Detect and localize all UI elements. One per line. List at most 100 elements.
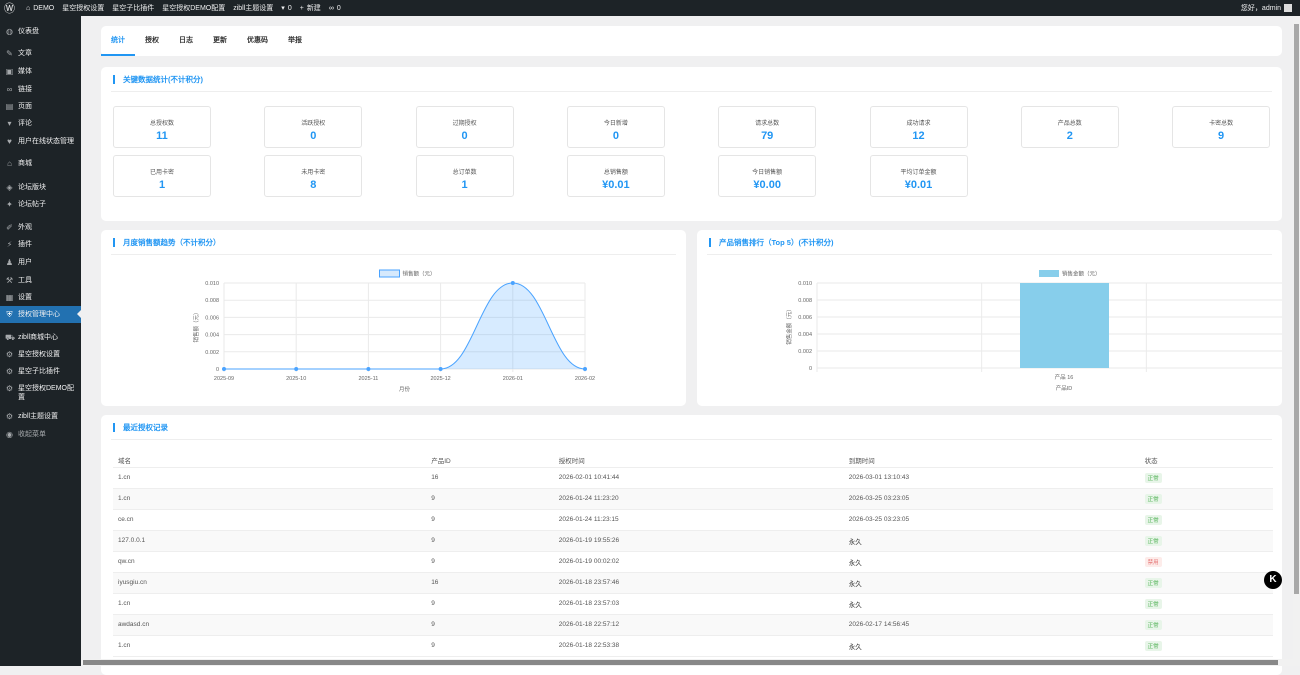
sidebar-item[interactable]: ⚡ 插件 (0, 240, 81, 249)
sidebar-item[interactable]: ⚒ 工具 (0, 276, 81, 285)
float-k-button[interactable]: K (1264, 571, 1282, 589)
adminbar-item[interactable]: 星空子比插件 (108, 3, 158, 13)
sidebar-item-label: 商城 (18, 160, 32, 167)
stat-box: 今日销售额 ¥0.00 (718, 155, 817, 197)
tab[interactable]: 日志 (179, 37, 193, 44)
y-tick-label: 0.002 (205, 350, 219, 356)
sidebar-item[interactable]: ⛟ zibll商城中心 (0, 333, 81, 342)
data-point[interactable] (294, 367, 299, 371)
stat-box: 活跃授权 0 (264, 106, 363, 148)
adminbar-label: 0 (287, 4, 292, 12)
adminbar-label: zibll主题设置 (233, 5, 274, 12)
sidebar-item[interactable]: ✦ 论坛帖子 (0, 200, 81, 209)
sidebar: ◍ 仪表盘 ✎ 文章 ▣ 媒体 ∞ 链接 ▤ 页面 ▾ 评论 ♥ 用户在线状态管理 ⌂ 商城 ◈ 论坛版块 ✦ 论坛帖… (0, 16, 81, 666)
collapse-icon: ◉ (6, 430, 13, 439)
stat-box: 已用卡密 1 (113, 155, 211, 197)
link-icon: ∞ (328, 4, 334, 12)
sidebar-item-label: 星空授权设置 (18, 351, 60, 358)
stat-value: ¥0.01 (904, 179, 933, 191)
status-badge: 正常 (1144, 640, 1162, 651)
sidebar-item[interactable]: ✎ 文章 (0, 49, 81, 58)
horizontal-scrollbar[interactable] (81, 659, 1293, 666)
legend-swatch[interactable] (1039, 270, 1059, 277)
sidebar-item[interactable]: ⚙ 星空子比插件 (0, 367, 81, 376)
sidebar-item[interactable]: ▾ 评论 (0, 119, 81, 128)
forum-icon: ◈ (6, 183, 13, 192)
gear-icon: ⚙ (5, 412, 14, 421)
status-badge: 正常 (1144, 514, 1162, 525)
data-point[interactable] (510, 281, 515, 285)
pin-icon: ✎ (6, 49, 13, 58)
stat-value: 8 (310, 179, 317, 191)
legend-swatch[interactable] (379, 269, 400, 278)
adminbar-item[interactable]: ⌂ DEMO (22, 5, 58, 12)
plugin-icon: ⚡ (6, 240, 13, 249)
sidebar-item[interactable]: ▤ 页面 (0, 102, 81, 111)
appearance-icon: ✐ (6, 223, 13, 232)
stat-label: 今日新增 (603, 121, 628, 127)
tab[interactable]: 统计 (101, 26, 135, 56)
table-cell: 2026-02-17 14:56:45 (843, 614, 1140, 636)
sidebar-item[interactable]: ▦ 设置 (0, 293, 81, 302)
table-cell: 9 (426, 488, 554, 510)
y-tick-label: 0.010 (205, 281, 219, 287)
post-icon: ✦ (6, 200, 13, 209)
stat-value: 1 (461, 179, 468, 191)
sidebar-item[interactable]: ⌂ 商城 (0, 159, 81, 168)
adminbar-label: 0 (336, 4, 341, 12)
adminbar-item[interactable]: + 新建 (296, 3, 325, 13)
stat-label: 请求总数 (755, 121, 780, 127)
sidebar-item-label: 设置 (18, 294, 32, 301)
tab[interactable]: 授权 (145, 37, 159, 44)
sidebar-item[interactable]: ∞ 链接 (0, 85, 81, 94)
status-badge: 正常 (1144, 619, 1162, 630)
sidebar-item[interactable]: ⚙ 星空授权设置 (0, 350, 81, 359)
sidebar-item[interactable]: ◍ 仪表盘 (0, 27, 81, 36)
tab[interactable]: 优惠码 (247, 37, 268, 44)
table-cell: 禁用 (1139, 551, 1273, 573)
bar[interactable] (1020, 283, 1109, 368)
table-cell: 1.cn (113, 635, 427, 657)
adminbar-item[interactable]: ▾ 0 (277, 4, 295, 13)
tab[interactable]: 更新 (213, 37, 227, 44)
sidebar-item[interactable]: ⚙ 星空授权DEMO配置 (0, 384, 81, 402)
data-point[interactable] (438, 367, 443, 371)
stat-value: 0 (310, 130, 317, 142)
adminbar-item[interactable]: Ⓦ (0, 0, 22, 16)
adminbar-item[interactable]: ∞ 0 (325, 5, 345, 12)
data-point[interactable] (366, 367, 371, 371)
stat-label: 过期授权 (452, 121, 477, 127)
page-icon: ▤ (5, 102, 14, 111)
y-tick-label: 0.010 (798, 281, 812, 287)
tab[interactable]: 举报 (288, 37, 302, 44)
sidebar-item[interactable]: ⚙ zibll主题设置 (0, 412, 81, 421)
table-cell: 正常 (1139, 488, 1273, 510)
sidebar-item[interactable]: ✐ 外观 (0, 223, 81, 232)
stat-box: 平均订单金额 ¥0.01 (869, 155, 968, 197)
sidebar-item[interactable]: ♟ 用户 (0, 258, 81, 267)
sidebar-item[interactable]: ◈ 论坛版块 (0, 183, 81, 192)
sidebar-item[interactable]: ◉ 收起菜单 (0, 430, 81, 439)
status-badge: 禁用 (1144, 556, 1162, 567)
stat-label: 平均订单金额 (900, 170, 937, 176)
account-menu[interactable]: 您好，admin (1241, 3, 1292, 13)
data-point[interactable] (222, 367, 226, 371)
sidebar-item[interactable]: ⛨ 授权管理中心 (0, 306, 81, 323)
column-header: 域名 (113, 453, 427, 468)
sidebar-item[interactable]: ▣ 媒体 (0, 67, 81, 76)
table-cell: 2026-01-19 19:55:26 (553, 530, 844, 552)
stat-label: 活跃授权 (301, 121, 326, 127)
y-axis-title: 销售金额（元） (785, 306, 793, 345)
y-tick-label: 0.008 (205, 298, 219, 304)
adminbar-item[interactable]: zibll主题设置 (229, 3, 277, 13)
table-cell: qw.cn (113, 551, 427, 573)
table-cell: 正常 (1139, 593, 1273, 615)
data-point[interactable] (583, 367, 587, 371)
table-cell: 2026-01-18 22:53:38 (553, 635, 844, 657)
vertical-scrollbar[interactable] (1293, 16, 1300, 666)
adminbar-item[interactable]: 星空授权设置 (58, 3, 108, 13)
stat-label: 今日销售额 (752, 170, 783, 176)
sidebar-item[interactable]: ♥ 用户在线状态管理 (0, 137, 81, 146)
adminbar-item[interactable]: 星空授权DEMO配置 (158, 3, 229, 13)
table-cell: 1.cn (113, 467, 427, 489)
